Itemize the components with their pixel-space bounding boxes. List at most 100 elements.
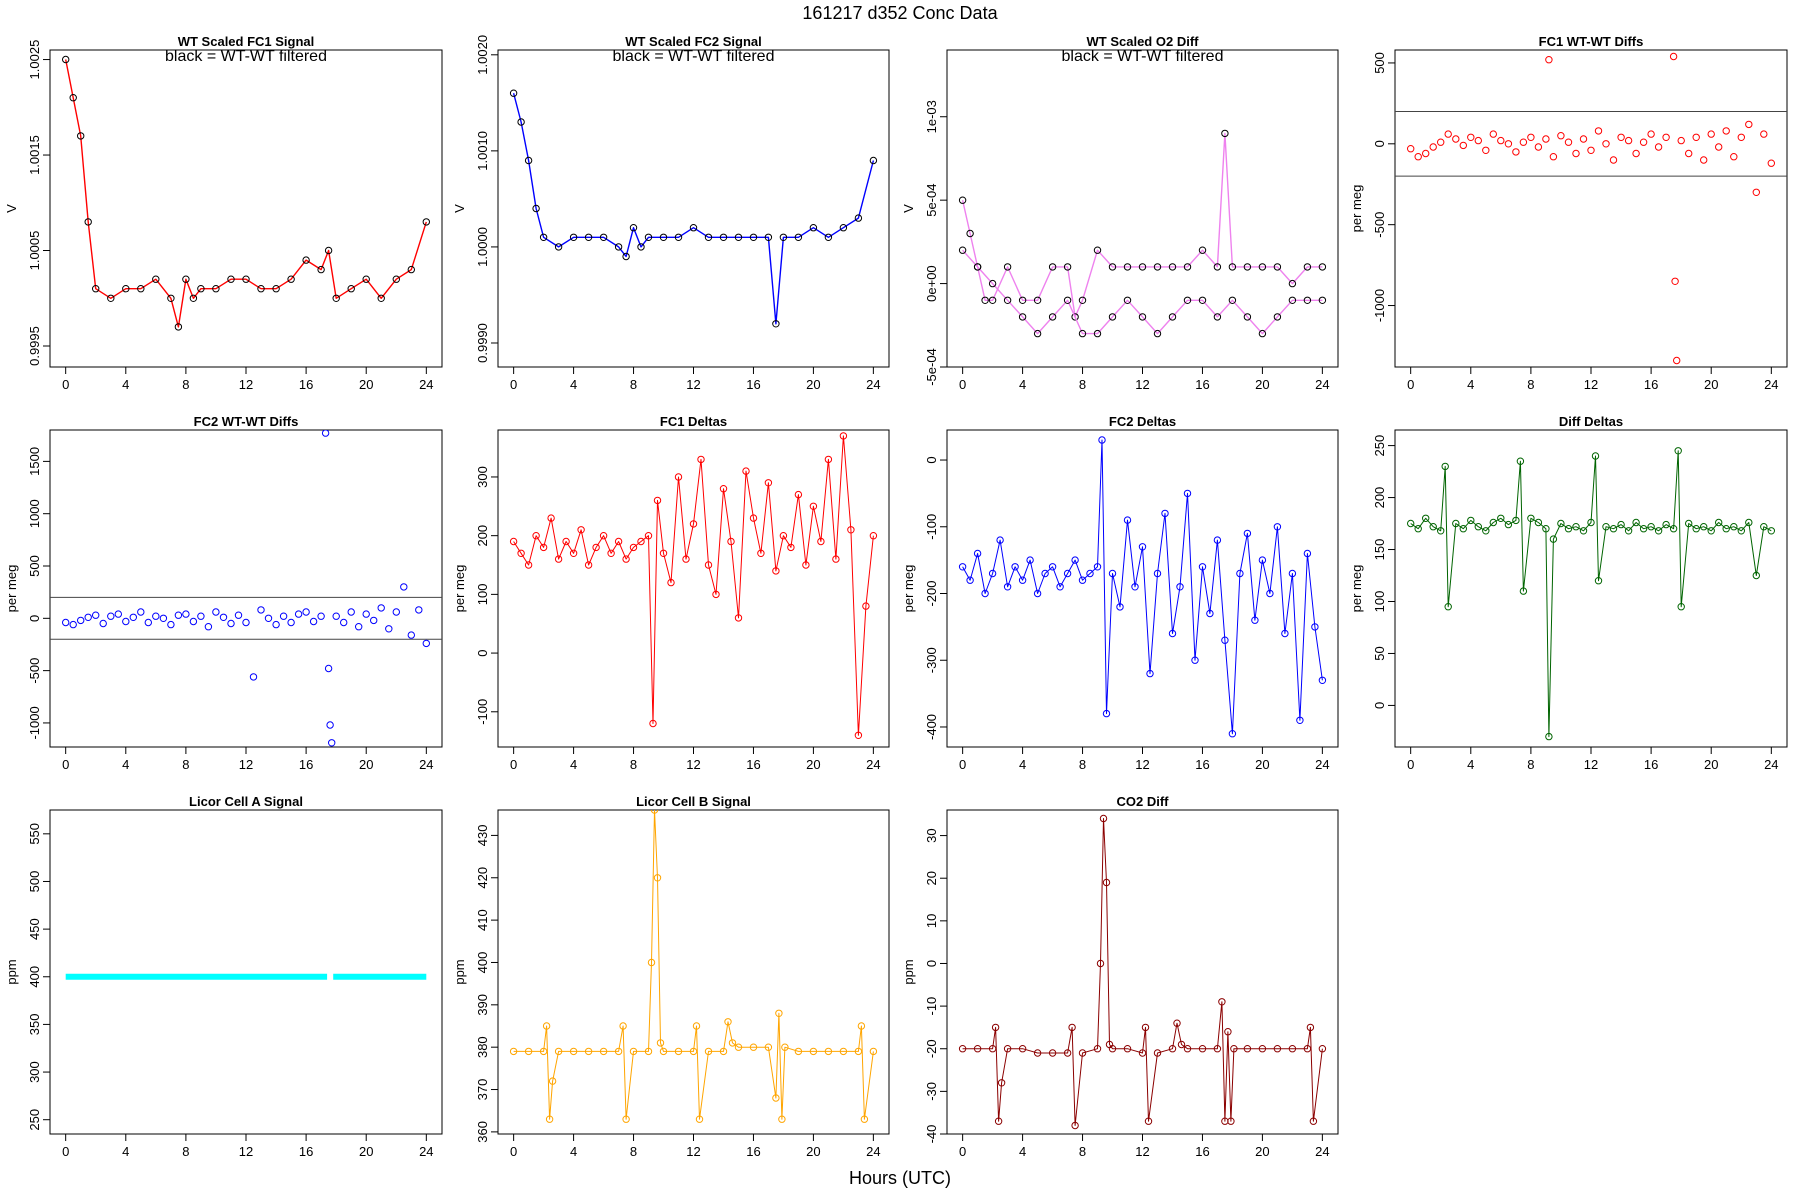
y-axis-label: per meg <box>452 565 467 613</box>
y-tick-label: 250 <box>27 1109 42 1131</box>
data-point <box>973 263 982 271</box>
data-point <box>1098 436 1106 444</box>
data-point <box>400 583 408 591</box>
data-point <box>1685 519 1693 528</box>
data-point <box>794 1047 803 1056</box>
data-point <box>1504 140 1513 148</box>
data-point <box>667 578 675 587</box>
y-tick-label: 1.0025 <box>27 40 42 80</box>
series-line-1 <box>961 132 1323 318</box>
data-point <box>1730 153 1738 161</box>
y-tick-label: 420 <box>475 867 490 889</box>
data-point <box>1542 135 1550 143</box>
data-point <box>622 1115 630 1123</box>
data-point <box>1474 523 1483 531</box>
data-point <box>1018 296 1027 304</box>
data-point <box>757 549 765 557</box>
data-point <box>1737 527 1746 535</box>
data-point <box>328 739 336 747</box>
data-point <box>1545 56 1553 64</box>
data-point <box>554 1047 563 1056</box>
data-point <box>988 296 997 304</box>
data-point <box>1288 296 1297 304</box>
data-point <box>1441 462 1449 471</box>
y-tick-label: 370 <box>475 1079 490 1101</box>
data-point <box>1011 563 1019 571</box>
data-point <box>1654 527 1663 535</box>
data-point <box>644 233 653 242</box>
data-point <box>1527 514 1535 522</box>
x-tick-label: 0 <box>1407 757 1414 772</box>
data-point <box>1564 138 1573 146</box>
data-point <box>189 617 198 626</box>
data-point <box>644 1047 653 1056</box>
data-point <box>1153 329 1162 338</box>
data-point <box>1407 145 1415 153</box>
plot-frame <box>497 809 890 1135</box>
y-tick-label: 200 <box>1372 487 1387 509</box>
data-point <box>1183 263 1192 271</box>
x-tick-label: 0 <box>510 377 517 392</box>
x-tick-label: 0 <box>959 757 966 772</box>
data-point <box>1497 514 1505 522</box>
y-tick-label: 500 <box>27 871 42 893</box>
data-point <box>1624 527 1633 535</box>
plot-frame <box>1394 429 1788 748</box>
data-point <box>869 156 878 165</box>
data-point <box>1632 149 1640 158</box>
data-point <box>1071 1121 1079 1130</box>
data-point <box>1048 563 1057 571</box>
data-point <box>809 224 818 232</box>
data-point <box>1224 1028 1232 1036</box>
chart-annotation: black = WT-WT filtered <box>1062 48 1224 65</box>
x-tick-label: 4 <box>1467 377 1474 392</box>
data-point <box>1138 263 1147 271</box>
data-point <box>1068 1023 1076 1032</box>
x-tick-label: 8 <box>1079 377 1086 392</box>
data-point <box>1318 676 1327 684</box>
x-tick-label: 20 <box>1255 757 1269 772</box>
data-point <box>712 590 720 599</box>
y-tick-label: 1500 <box>27 447 42 476</box>
data-point <box>1123 263 1132 271</box>
y-tick-label: 360 <box>475 1121 490 1143</box>
y-tick-label: -500 <box>1372 212 1387 238</box>
chart-title: FC1 WT-WT Diffs <box>1539 34 1644 49</box>
data-point <box>1707 527 1715 535</box>
data-point <box>1198 296 1207 304</box>
data-point <box>1096 959 1105 968</box>
data-point <box>1303 296 1312 304</box>
x-tick-label: 20 <box>1704 377 1718 392</box>
data-point <box>548 1077 557 1085</box>
data-point <box>539 233 548 242</box>
data-point <box>542 1022 551 1030</box>
data-point <box>981 589 989 598</box>
data-point <box>219 613 228 621</box>
data-point <box>981 296 989 304</box>
chart-panel-4: FC1 WT-WT Diffs 0 4 8 12 16 20 24 -1000 -500 0 500 p… <box>1349 34 1788 392</box>
y-tick-label: 0.9990 <box>475 323 490 363</box>
y-axis-label: V <box>901 204 916 213</box>
data-point <box>122 285 130 293</box>
data-point <box>197 612 205 620</box>
data-point <box>77 616 85 625</box>
data-point <box>182 610 190 618</box>
data-point <box>1437 527 1445 535</box>
data-point <box>204 623 213 631</box>
data-point <box>1026 556 1034 564</box>
y-tick-label: 380 <box>475 1036 490 1058</box>
x-tick-label: 8 <box>630 757 637 772</box>
data-point <box>650 810 659 814</box>
data-point <box>1647 130 1655 138</box>
data-point <box>257 606 265 614</box>
data-point <box>644 532 653 540</box>
data-point <box>1108 1045 1117 1053</box>
data-point <box>1474 136 1483 145</box>
y-tick-label: 1.0000 <box>475 227 490 267</box>
data-point <box>1504 520 1513 529</box>
data-point <box>532 532 540 540</box>
data-point <box>272 285 280 293</box>
data-point <box>1587 146 1595 155</box>
